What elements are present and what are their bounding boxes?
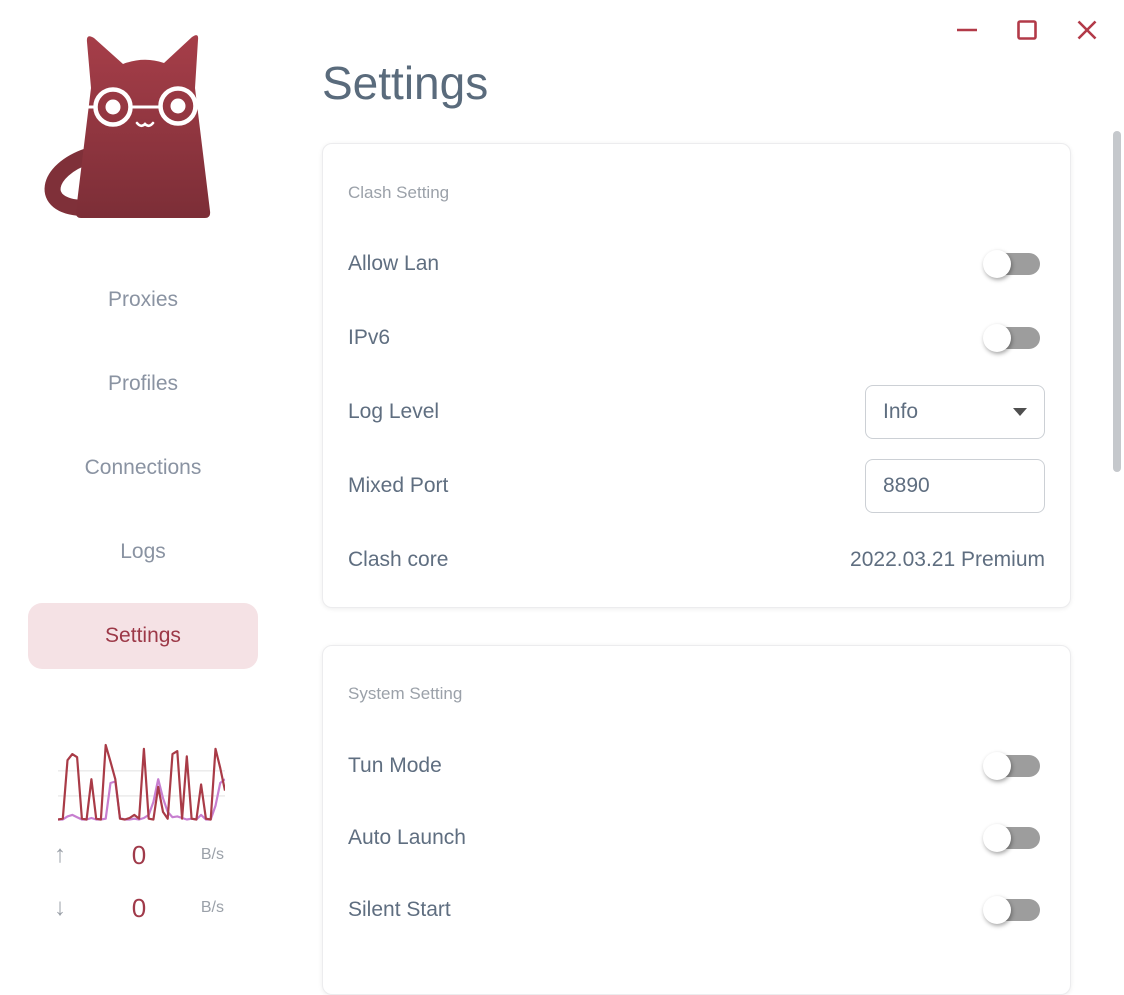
sidebar: Proxies Profiles Connections Logs Settin… (0, 0, 290, 937)
download-speed-value: 0 (131, 892, 147, 923)
download-speed-unit: B/s (200, 899, 224, 916)
clash-core-version: 2022.03.21 Premium (850, 548, 1045, 571)
vertical-scrollbar-thumb[interactable] (1113, 131, 1121, 472)
download-speed-row: ↓ 0 B/s (54, 893, 224, 923)
ipv6-row: IPv6 (348, 301, 1045, 375)
clash-core-row: Clash core 2022.03.21 Premium (348, 523, 1045, 597)
ipv6-label: IPv6 (348, 326, 391, 349)
toggle-knob (983, 824, 1011, 852)
up-arrow-icon: ↑ (54, 841, 66, 868)
tun-mode-toggle[interactable] (983, 752, 1040, 780)
minimize-icon (957, 28, 977, 32)
toggle-knob (983, 324, 1011, 352)
silent-start-label: Silent Start (348, 898, 451, 921)
sidebar-item-connections[interactable]: Connections (84, 456, 202, 479)
tun-mode-row: Tun Mode (348, 730, 1045, 802)
upload-speed-row: ↑ 0 B/s (54, 840, 224, 870)
sidebar-item-settings[interactable]: Settings (28, 603, 258, 669)
page-title: Settings (322, 57, 489, 109)
auto-launch-label: Auto Launch (348, 826, 466, 849)
silent-start-row: Silent Start (348, 874, 1045, 946)
silent-start-toggle[interactable] (983, 896, 1040, 924)
clash-setting-section-label: Clash Setting (348, 183, 450, 202)
log-level-label: Log Level (348, 400, 440, 423)
sidebar-item-proxies[interactable]: Proxies (107, 288, 179, 311)
allow-lan-toggle[interactable] (983, 250, 1040, 278)
auto-launch-row: Auto Launch (348, 802, 1045, 874)
cat-logo-icon (44, 35, 211, 219)
sidebar-item-profiles[interactable]: Profiles (107, 372, 179, 395)
mixed-port-label: Mixed Port (348, 474, 449, 497)
log-level-select[interactable]: Info (865, 385, 1045, 439)
upload-speed-value: 0 (131, 839, 147, 870)
maximize-button[interactable] (1006, 10, 1048, 50)
close-button[interactable] (1066, 10, 1108, 50)
minimize-button[interactable] (946, 10, 988, 50)
maximize-icon (1017, 20, 1037, 40)
chevron-down-icon (1013, 408, 1027, 416)
down-arrow-icon: ↓ (54, 894, 66, 921)
allow-lan-row: Allow Lan (348, 227, 1045, 301)
allow-lan-label: Allow Lan (348, 252, 440, 275)
upload-speed-unit: B/s (200, 846, 224, 863)
clash-core-label: Clash core (348, 548, 449, 571)
log-level-selected-value: Info (883, 400, 919, 423)
traffic-sparkline-chart (58, 743, 225, 821)
window-controls (946, 10, 1108, 50)
toggle-knob (983, 250, 1011, 278)
toggle-knob (983, 752, 1011, 780)
system-setting-section-label: System Setting (348, 684, 463, 703)
auto-launch-toggle[interactable] (983, 824, 1040, 852)
close-icon (1077, 20, 1097, 40)
sidebar-item-logs[interactable]: Logs (120, 540, 166, 563)
log-level-row: Log Level Info (348, 375, 1045, 449)
mixed-port-row: Mixed Port (348, 449, 1045, 523)
tun-mode-label: Tun Mode (348, 754, 442, 777)
app-logo (36, 28, 248, 224)
toggle-knob (983, 896, 1011, 924)
sidebar-nav: Proxies Profiles Connections Logs Settin… (28, 258, 258, 669)
system-setting-card: System Setting Tun Mode Auto Launch Sile… (322, 645, 1071, 995)
mixed-port-input[interactable] (865, 459, 1045, 513)
clash-setting-card: Clash Setting Allow Lan IPv6 Log Level I… (322, 143, 1071, 608)
ipv6-toggle[interactable] (983, 324, 1040, 352)
